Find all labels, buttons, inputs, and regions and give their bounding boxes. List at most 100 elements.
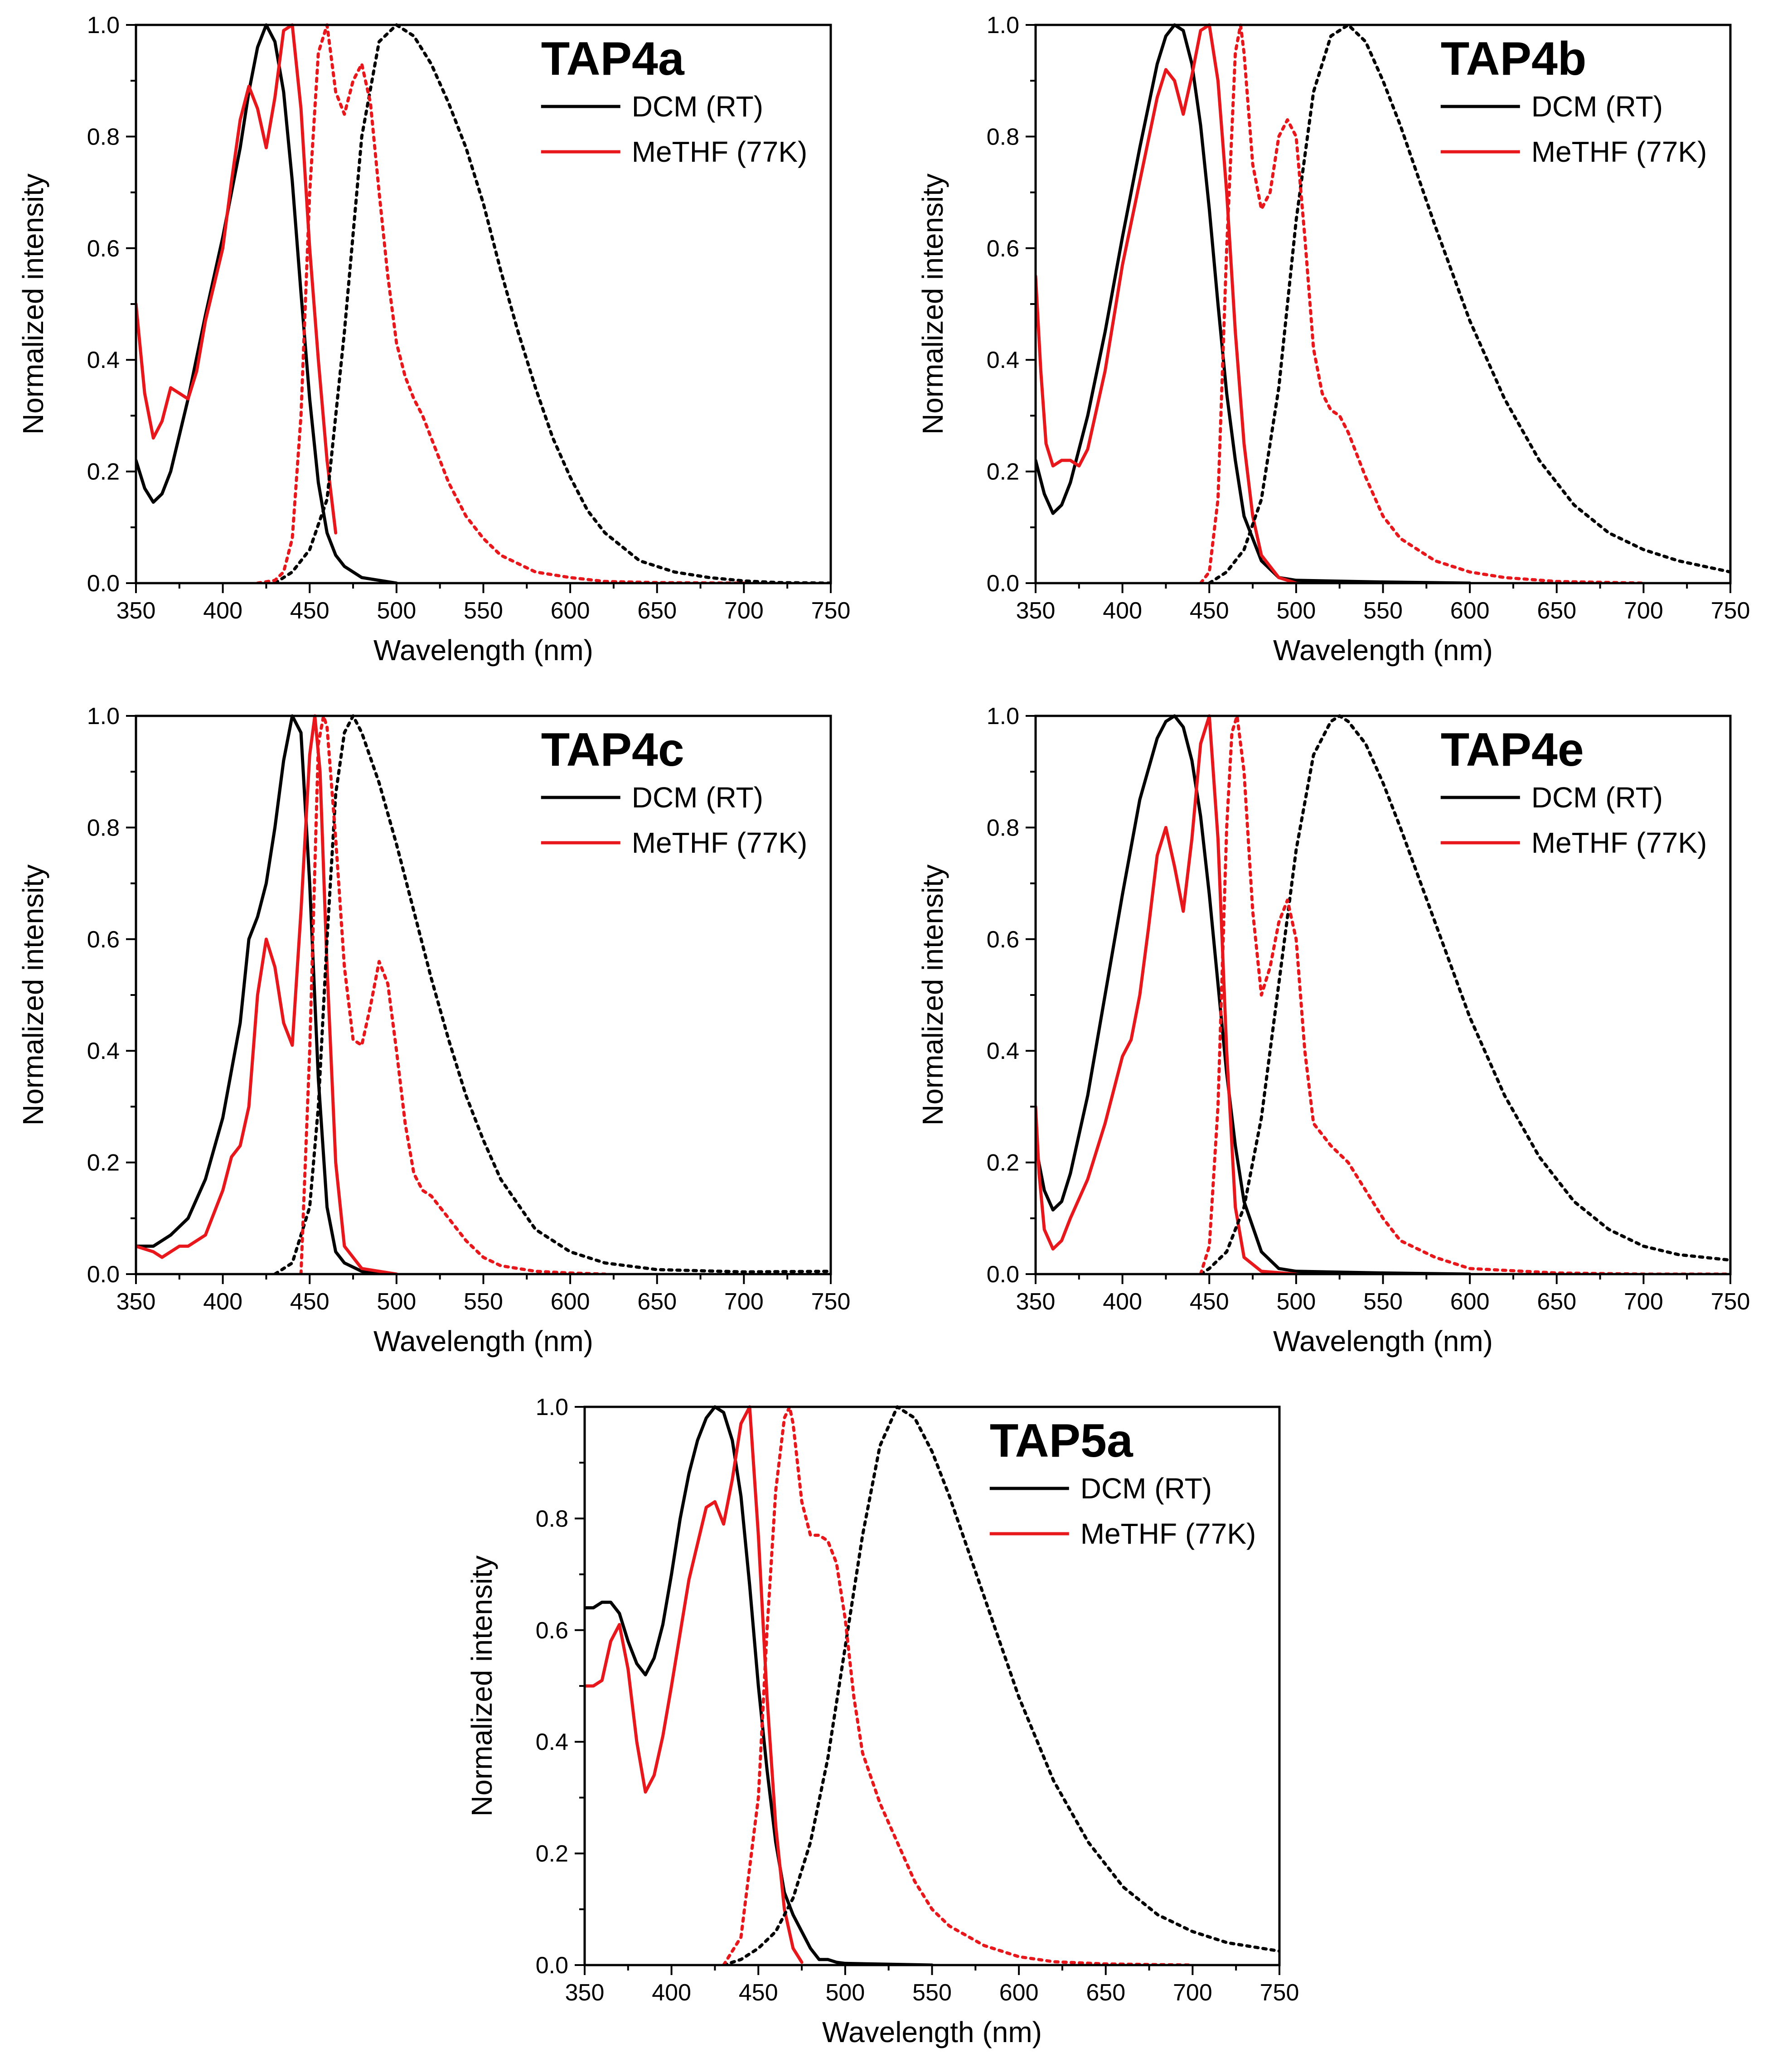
x-tick-label: 350	[1016, 1289, 1056, 1315]
series-dcm-rt-emission	[722, 1405, 1279, 1965]
x-tick-label: 750	[1711, 598, 1750, 624]
series-methf-77k-emission	[299, 714, 607, 1274]
chart-panel-tap4a: 350 400 450 500 550 600 650 700 750 0.0 0.2 0.4 0.6 0…	[17, 12, 850, 667]
chart-title: TAP5a	[990, 1415, 1133, 1467]
x-axis-label: Wavelength (nm)	[373, 1325, 593, 1357]
y-tick-label: 1.0	[987, 12, 1019, 39]
y-tick-label: 1.0	[987, 703, 1019, 729]
x-tick-label: 550	[464, 598, 503, 624]
x-tick-label: 400	[652, 1980, 691, 2006]
y-tick-label: 0.4	[536, 1729, 568, 1755]
x-axis-label: Wavelength (nm)	[373, 634, 593, 667]
chart-panel-tap4e: 350 400 450 500 550 600 650 700 750 0.0 0.2 0.4 0.6 0…	[916, 703, 1750, 1357]
x-tick-label: 450	[290, 1289, 329, 1315]
y-tick-label: 0.0	[987, 1261, 1019, 1288]
x-tick-label: 700	[1173, 1980, 1212, 2006]
x-tick-label: 600	[1450, 598, 1490, 624]
legend-label: MeTHF (77K)	[632, 826, 808, 859]
x-axis-label: Wavelength (nm)	[1273, 1325, 1493, 1357]
x-tick-label: 700	[1624, 598, 1663, 624]
legend-label: MeTHF (77K)	[632, 135, 808, 168]
x-axis-label: Wavelength (nm)	[1273, 634, 1493, 667]
series-methf-77k-absorption	[136, 23, 338, 535]
x-tick-label: 500	[1276, 1289, 1316, 1315]
y-axis-label: Normalized intensity	[465, 1555, 498, 1816]
y-tick-label: 0.8	[987, 124, 1019, 150]
series-methf-77k-absorption	[1036, 714, 1298, 1274]
x-tick-label: 350	[1016, 598, 1056, 624]
series-methf-77k-emission	[1199, 714, 1730, 1274]
series-methf-77k-emission	[1199, 23, 1645, 583]
x-tick-label: 700	[724, 1289, 764, 1315]
x-tick-label: 500	[377, 598, 416, 624]
series-dcm-rt-emission	[1199, 714, 1730, 1274]
x-tick-label: 550	[1363, 1289, 1403, 1315]
series-dcm-rt-absorption	[1036, 23, 1472, 583]
y-tick-label: 0.6	[987, 927, 1019, 953]
x-tick-label: 600	[999, 1980, 1039, 2006]
series-dcm-rt-absorption	[136, 714, 398, 1274]
y-tick-label: 0.2	[536, 1841, 568, 1867]
y-tick-label: 1.0	[87, 12, 120, 39]
x-tick-label: 550	[464, 1289, 503, 1315]
y-tick-label: 0.8	[87, 124, 120, 150]
x-tick-label: 400	[203, 1289, 242, 1315]
y-tick-label: 0.4	[87, 1038, 120, 1064]
x-tick-label: 600	[1450, 1289, 1490, 1315]
legend-label: DCM (RT)	[1531, 781, 1663, 814]
y-tick-label: 0.0	[87, 1261, 120, 1288]
legend-label: MeTHF (77K)	[1531, 826, 1707, 859]
legend-label: DCM (RT)	[1080, 1472, 1212, 1505]
x-tick-label: 650	[1537, 1289, 1576, 1315]
x-tick-label: 700	[1624, 1289, 1663, 1315]
series-methf-77k-absorption	[1036, 23, 1298, 583]
series-dcm-rt-absorption	[585, 1405, 934, 1965]
series-dcm-rt-absorption	[1036, 714, 1472, 1274]
y-tick-label: 0.4	[87, 347, 120, 373]
legend-label: DCM (RT)	[632, 90, 763, 123]
y-tick-label: 0.8	[536, 1506, 568, 1532]
y-tick-label: 0.2	[87, 459, 120, 485]
legend-label: MeTHF (77K)	[1080, 1517, 1256, 1550]
y-tick-label: 0.6	[87, 927, 120, 953]
series-methf-77k-absorption	[136, 714, 398, 1274]
chart-panel-tap5a: 350 400 450 500 550 600 650 700 750 0.0 0.2 0.4 0.6 0…	[465, 1394, 1299, 2048]
x-tick-label: 350	[116, 1289, 156, 1315]
y-axis-label: Normalized intensity	[916, 174, 949, 435]
y-tick-label: 1.0	[536, 1394, 568, 1420]
x-tick-label: 550	[912, 1980, 952, 2006]
series-dcm-rt-emission	[1207, 23, 1730, 583]
y-tick-label: 0.2	[87, 1150, 120, 1176]
x-tick-label: 450	[1190, 598, 1229, 624]
y-tick-label: 0.0	[987, 570, 1019, 597]
y-tick-label: 0.4	[987, 1038, 1019, 1064]
x-tick-label: 750	[811, 598, 851, 624]
x-tick-label: 400	[1103, 1289, 1142, 1315]
x-tick-label: 700	[724, 598, 764, 624]
y-tick-label: 0.8	[987, 815, 1019, 841]
x-tick-label: 750	[1260, 1980, 1299, 2006]
x-tick-label: 750	[811, 1289, 851, 1315]
x-tick-label: 750	[1711, 1289, 1750, 1315]
chart-panel-tap4b: 350 400 450 500 550 600 650 700 750 0.0 0.2 0.4 0.6 0…	[916, 12, 1750, 667]
y-tick-label: 0.0	[536, 1952, 568, 1979]
x-tick-label: 350	[116, 598, 156, 624]
y-tick-label: 0.4	[987, 347, 1019, 373]
x-tick-label: 500	[825, 1980, 865, 2006]
y-tick-label: 0.2	[987, 459, 1019, 485]
x-tick-label: 550	[1363, 598, 1403, 624]
x-tick-label: 600	[551, 598, 590, 624]
y-axis-label: Normalized intensity	[916, 865, 949, 1125]
x-tick-label: 650	[637, 598, 677, 624]
x-tick-label: 450	[1190, 1289, 1229, 1315]
y-tick-label: 0.8	[87, 815, 120, 841]
series-dcm-rt-absorption	[136, 23, 398, 583]
x-tick-label: 400	[1103, 598, 1142, 624]
x-tick-label: 650	[1086, 1980, 1125, 2006]
x-tick-label: 600	[551, 1289, 590, 1315]
chart-title: TAP4a	[541, 33, 685, 85]
y-tick-label: 1.0	[87, 703, 120, 729]
legend-label: DCM (RT)	[632, 781, 763, 814]
x-tick-label: 500	[1276, 598, 1316, 624]
